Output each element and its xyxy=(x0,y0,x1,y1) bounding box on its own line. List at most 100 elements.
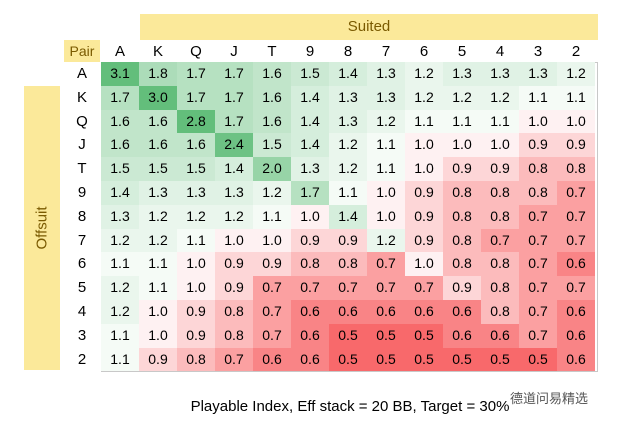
cell: 2.4 xyxy=(215,133,253,158)
cell: 0.8 xyxy=(443,252,481,277)
cell: 1.1 xyxy=(329,181,367,205)
cell: 0.8 xyxy=(443,204,481,229)
column-header: A xyxy=(114,43,125,60)
cell: 0.7 xyxy=(367,276,405,300)
column-header: 7 xyxy=(381,43,391,60)
cell: 0.5 xyxy=(443,347,481,372)
row-header: 7 xyxy=(77,231,87,249)
cell: 1.4 xyxy=(329,62,367,86)
cell: 0.9 xyxy=(443,276,481,300)
column-header: K xyxy=(152,43,163,60)
cell: 1.7 xyxy=(291,181,329,205)
cell: 1.0 xyxy=(215,228,253,253)
cell: 1.0 xyxy=(481,133,519,158)
cell: 0.8 xyxy=(215,300,253,324)
caption: Playable Index, Eff stack = 20 BB, Targe… xyxy=(190,398,510,415)
cell: 0.8 xyxy=(557,157,595,181)
cell: 0.9 xyxy=(177,300,215,324)
cell: 1.1 xyxy=(367,133,405,158)
cell: 1.5 xyxy=(177,157,215,181)
cell: 0.9 xyxy=(519,133,557,158)
cell: 0.5 xyxy=(367,323,405,348)
cell: 1.4 xyxy=(291,109,329,134)
cell: 0.7 xyxy=(557,181,595,205)
cell: 0.8 xyxy=(481,300,519,324)
cell: 0.9 xyxy=(443,157,481,181)
cell: 0.7 xyxy=(253,300,291,324)
cell: 0.6 xyxy=(291,323,329,348)
column-header: J xyxy=(230,43,238,60)
cell: 1.3 xyxy=(329,109,367,134)
cell: 1.3 xyxy=(329,85,367,110)
cell: 0.5 xyxy=(405,347,443,372)
cell: 0.7 xyxy=(519,323,557,348)
cell: 0.9 xyxy=(405,204,443,229)
row-header: J xyxy=(78,136,86,154)
cell: 1.0 xyxy=(519,109,557,134)
cell: 1.6 xyxy=(101,109,139,134)
cell: 1.7 xyxy=(215,62,253,86)
cell: 0.9 xyxy=(215,276,253,300)
cell: 0.9 xyxy=(253,252,291,277)
cell: 1.1 xyxy=(101,252,139,277)
cell: 0.9 xyxy=(177,323,215,348)
cell: 1.1 xyxy=(443,109,481,134)
cell: 1.0 xyxy=(139,323,177,348)
cell: 0.8 xyxy=(329,252,367,277)
cell: 1.6 xyxy=(253,85,291,110)
cell: 0.6 xyxy=(481,323,519,348)
cell: 0.7 xyxy=(557,228,595,253)
column-header: 8 xyxy=(343,43,353,60)
cell: 0.8 xyxy=(177,347,215,372)
cell: 1.0 xyxy=(405,133,443,158)
cell: 0.9 xyxy=(557,133,595,158)
cell: 1.6 xyxy=(101,133,139,158)
column-header: 3 xyxy=(533,43,543,60)
column-header: 9 xyxy=(305,43,315,60)
cell: 0.6 xyxy=(557,323,595,348)
cell: 0.8 xyxy=(481,181,519,205)
cell: 0.7 xyxy=(481,228,519,253)
cell: 1.5 xyxy=(291,62,329,86)
cell: 1.1 xyxy=(253,204,291,229)
cell: 1.2 xyxy=(253,181,291,205)
cell: 1.2 xyxy=(177,204,215,229)
cell: 1.3 xyxy=(367,62,405,86)
cell: 1.0 xyxy=(177,276,215,300)
row-header: A xyxy=(76,65,87,82)
row-header: 3 xyxy=(77,326,87,344)
column-header: T xyxy=(267,43,277,60)
cell: 0.9 xyxy=(329,228,367,253)
cell: 1.3 xyxy=(139,181,177,205)
cell: 1.7 xyxy=(177,85,215,110)
cell: 1.0 xyxy=(557,109,595,134)
cell: 0.8 xyxy=(443,181,481,205)
cell: 1.3 xyxy=(481,62,519,86)
cell: 0.6 xyxy=(443,300,481,324)
cell: 1.1 xyxy=(101,323,139,348)
cell: 0.8 xyxy=(291,252,329,277)
cell: 0.5 xyxy=(329,347,367,372)
cell: 0.6 xyxy=(443,323,481,348)
cell: 0.6 xyxy=(291,300,329,324)
cell: 1.0 xyxy=(443,133,481,158)
cell: 0.5 xyxy=(367,347,405,372)
cell: 0.5 xyxy=(481,347,519,372)
cell: 1.7 xyxy=(215,85,253,110)
cell: 1.0 xyxy=(405,157,443,181)
cell: 0.7 xyxy=(405,276,443,300)
cell: 0.7 xyxy=(329,276,367,300)
cell: 0.8 xyxy=(519,181,557,205)
cell: 1.1 xyxy=(101,347,139,372)
cell: 2.0 xyxy=(253,157,291,181)
cell: 1.0 xyxy=(405,252,443,277)
cell: 0.7 xyxy=(215,347,253,372)
cell: 1.1 xyxy=(519,85,557,110)
cell: 0.6 xyxy=(291,347,329,372)
cell: 1.1 xyxy=(139,276,177,300)
cell: 1.4 xyxy=(291,85,329,110)
cell: 1.2 xyxy=(139,204,177,229)
cell: 0.8 xyxy=(443,228,481,253)
cell: 1.1 xyxy=(481,109,519,134)
cell: 1.0 xyxy=(139,300,177,324)
